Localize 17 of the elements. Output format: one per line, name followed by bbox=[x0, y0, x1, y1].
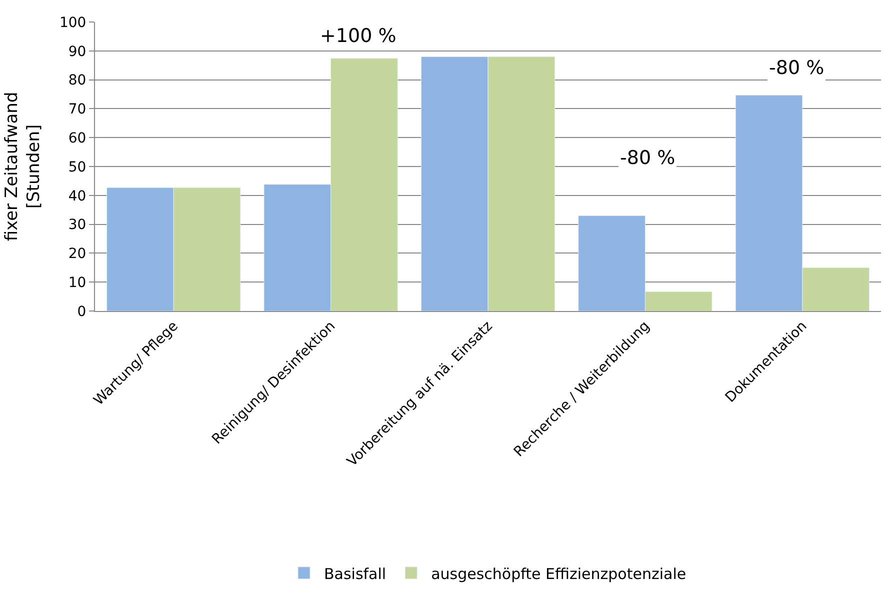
legend-label: Basisfall bbox=[324, 564, 386, 583]
y-tick-label: 40 bbox=[68, 188, 86, 204]
y-tick-label: 50 bbox=[68, 159, 86, 176]
y-tick-label: 0 bbox=[77, 304, 86, 320]
annotation: +100 % bbox=[320, 25, 396, 47]
y-tick-label: 80 bbox=[68, 72, 86, 89]
legend-label: ausgeschöpfte Effizienzpotenziale bbox=[431, 564, 686, 583]
annotation: -80 % bbox=[620, 147, 676, 169]
y-tick-label: 20 bbox=[68, 246, 86, 262]
y-tick-label: 30 bbox=[68, 217, 86, 234]
y-tick-label: 90 bbox=[68, 44, 86, 60]
y-tick-label: 100 bbox=[59, 14, 86, 31]
y-tick-label: 10 bbox=[68, 275, 86, 291]
y-tick-label: 60 bbox=[68, 130, 86, 146]
annotation: -80 % bbox=[769, 57, 824, 79]
y-axis-title: fixer Zeitaufwand [Stunden] bbox=[2, 92, 44, 242]
y-tick-label: 70 bbox=[68, 102, 86, 118]
